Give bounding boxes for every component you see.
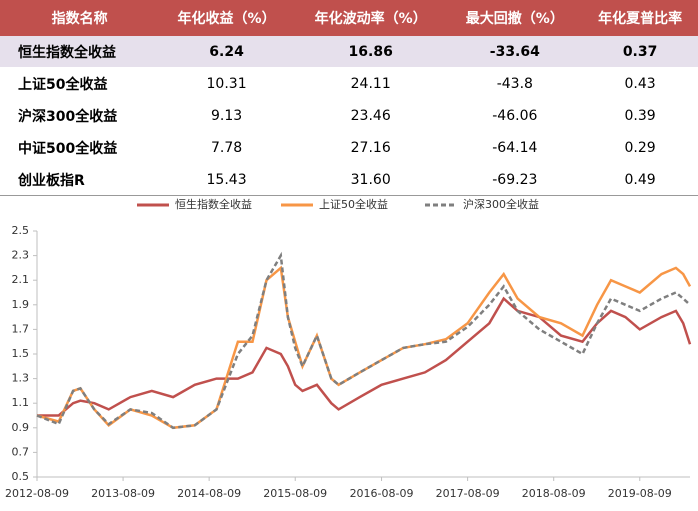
x-tick-label: 2013-08-09 bbox=[91, 487, 155, 500]
table-cell: 6.24 bbox=[159, 36, 294, 68]
stats-table: 指数名称 年化收益（%） 年化波动率（%） 最大回撤（%） 年化夏普比率 恒生指数全收益 6… bbox=[0, 0, 698, 196]
x-tick-label: 2012-08-09 bbox=[5, 487, 69, 500]
y-tick-label: 2.3 bbox=[12, 249, 30, 262]
y-tick-label: 1.3 bbox=[12, 372, 30, 385]
y-tick-label: 0.5 bbox=[12, 470, 30, 483]
table-row: 恒生指数全收益 6.24 16.86 -33.64 0.37 bbox=[0, 36, 698, 68]
x-tick-label: 2015-08-09 bbox=[263, 487, 327, 500]
header-cell: 年化夏普比率 bbox=[582, 0, 698, 36]
header-cell: 年化波动率（%） bbox=[293, 0, 448, 36]
y-tick-label: 0.7 bbox=[12, 445, 30, 458]
table-cell: -33.64 bbox=[447, 36, 583, 68]
table-cell: 10.31 bbox=[159, 67, 294, 100]
table-row: 中证500全收益 7.78 27.16 -64.14 0.29 bbox=[0, 131, 698, 164]
y-tick-label: 0.9 bbox=[12, 421, 30, 434]
table-cell: 16.86 bbox=[293, 36, 448, 68]
table-cell: 上证50全收益 bbox=[0, 67, 160, 100]
y-tick-label: 1.9 bbox=[12, 298, 30, 311]
y-tick-label: 1.7 bbox=[12, 322, 30, 335]
table-cell: 中证500全收益 bbox=[0, 131, 160, 164]
table-cell: 0.39 bbox=[582, 99, 698, 132]
table-cell: 0.37 bbox=[582, 36, 698, 68]
table-cell: 31.60 bbox=[293, 163, 448, 196]
header-cell: 最大回撤（%） bbox=[447, 0, 583, 36]
table-cell: 0.49 bbox=[582, 163, 698, 196]
series-line bbox=[36, 251, 691, 430]
x-tick-label: 2018-08-09 bbox=[522, 487, 586, 500]
legend-label: 沪深300全收益 bbox=[463, 197, 539, 211]
x-tick-label: 2017-08-09 bbox=[436, 487, 500, 500]
table-row: 沪深300全收益 9.13 23.46 -46.06 0.39 bbox=[0, 99, 698, 132]
legend-label: 恒生指数全收益 bbox=[175, 197, 252, 211]
table-cell: 9.13 bbox=[159, 99, 294, 132]
y-tick-label: 2.5 bbox=[12, 224, 30, 237]
table-cell: 23.46 bbox=[293, 99, 448, 132]
table-cell: 27.16 bbox=[293, 131, 448, 164]
table-cell: 沪深300全收益 bbox=[0, 99, 160, 132]
header-cell: 指数名称 bbox=[0, 0, 160, 36]
table-cell: 7.78 bbox=[159, 131, 294, 164]
table-cell: -43.8 bbox=[447, 67, 583, 100]
y-tick-label: 1.5 bbox=[12, 347, 30, 360]
y-tick-label: 1.1 bbox=[12, 396, 30, 409]
table-cell: 15.43 bbox=[159, 163, 294, 196]
legend-label: 上证50全收益 bbox=[319, 197, 388, 211]
table-row: 上证50全收益 10.31 24.11 -43.8 0.43 bbox=[0, 67, 698, 100]
series-line bbox=[36, 265, 692, 430]
y-tick-label: 2.1 bbox=[12, 273, 30, 286]
table-row: 创业板指R 15.43 31.60 -69.23 0.49 bbox=[0, 163, 698, 196]
table-cell: 0.43 bbox=[582, 67, 698, 100]
table-cell: -64.14 bbox=[447, 131, 583, 164]
x-tick-label: 2014-08-09 bbox=[177, 487, 241, 500]
series-line bbox=[37, 296, 692, 417]
table-cell: 0.29 bbox=[582, 131, 698, 164]
header-cell: 年化收益（%） bbox=[159, 0, 294, 36]
table-cell: -69.23 bbox=[447, 163, 583, 196]
table-cell: 恒生指数全收益 bbox=[0, 36, 160, 68]
table-cell: 创业板指R bbox=[0, 163, 160, 196]
x-tick-label: 2019-08-09 bbox=[608, 487, 672, 500]
table-cell: 24.11 bbox=[293, 67, 448, 100]
table-cell: -46.06 bbox=[447, 99, 583, 132]
x-tick-label: 2016-08-09 bbox=[350, 487, 414, 500]
